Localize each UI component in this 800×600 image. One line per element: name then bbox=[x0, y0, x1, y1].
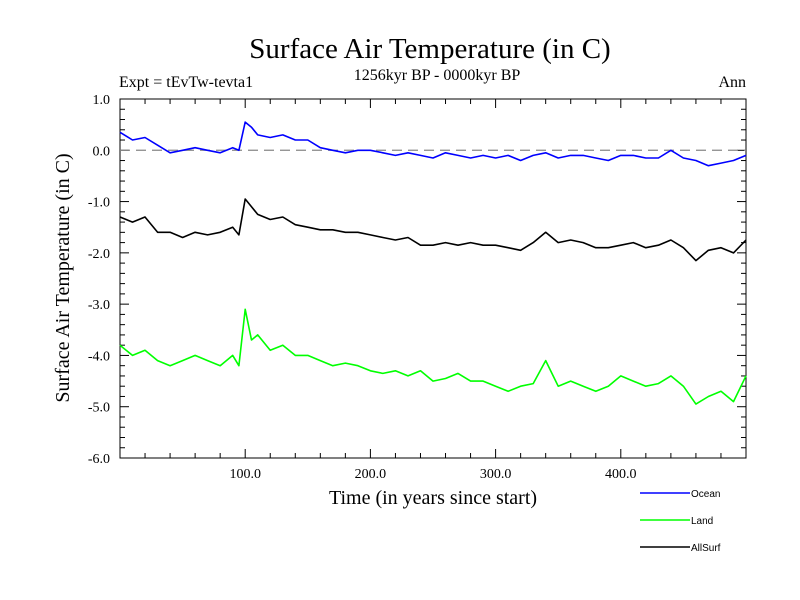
experiment-label: Expt = tEvTw-tevta1 bbox=[119, 74, 253, 91]
x-tick-label: 200.0 bbox=[355, 467, 387, 482]
y-tick-label: -3.0 bbox=[88, 298, 110, 313]
series-line-allsurf bbox=[119, 198, 747, 262]
y-tick-label: -6.0 bbox=[88, 452, 110, 467]
x-axis-label: Time (in years since start) bbox=[329, 487, 537, 509]
legend-label-allsurf: AllSurf bbox=[691, 543, 721, 554]
y-tick-label: 0.0 bbox=[93, 144, 111, 159]
y-tick-label: -2.0 bbox=[88, 247, 110, 262]
data-series bbox=[119, 121, 747, 405]
y-tick-label: -5.0 bbox=[88, 401, 110, 416]
series-line-ocean bbox=[119, 121, 747, 167]
legend-label-ocean: Ocean bbox=[691, 489, 720, 500]
x-tick-label: 100.0 bbox=[229, 467, 261, 482]
chart-title: Surface Air Temperature (in C) bbox=[249, 33, 610, 65]
x-tick-label: 400.0 bbox=[605, 467, 637, 482]
season-label: Ann bbox=[718, 74, 746, 91]
axis-ticks: 1.0 0.0 -1.0 -2.0 -3.0 -4.0 -5.0 -6.0 100.0 200.0… bbox=[88, 93, 746, 482]
legend: Ocean Land AllSurf bbox=[640, 489, 721, 554]
x-tick-label: 300.0 bbox=[480, 467, 512, 482]
series-line-land bbox=[119, 308, 747, 405]
legend-label-land: Land bbox=[691, 516, 713, 527]
y-tick-label: 1.0 bbox=[93, 93, 111, 108]
y-tick-label: -1.0 bbox=[88, 196, 110, 211]
plot-frame bbox=[119, 98, 747, 459]
y-axis-label: Surface Air Temperature (in C) bbox=[52, 153, 74, 402]
chart-subtitle: 1256kyr BP - 0000kyr BP bbox=[354, 67, 521, 84]
y-tick-label: -4.0 bbox=[88, 349, 110, 364]
